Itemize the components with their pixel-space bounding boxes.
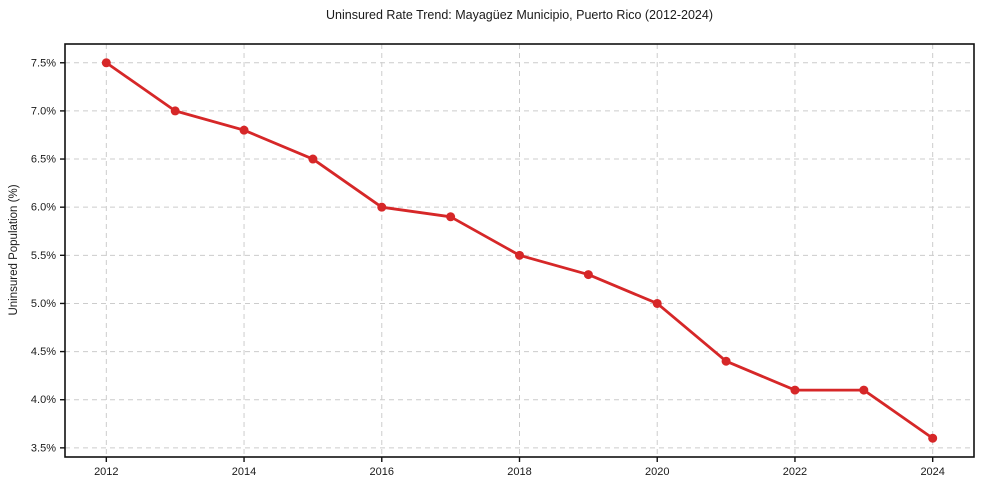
- data-point: [652, 298, 662, 308]
- data-point: [515, 250, 524, 260]
- y-tick-label: 5.5%: [31, 250, 56, 262]
- y-tick-label: 4.5%: [31, 346, 56, 358]
- y-tick-label: 7.5%: [31, 57, 56, 69]
- x-tick-label: 2014: [232, 466, 256, 478]
- y-tick-label: 6.0%: [31, 202, 56, 214]
- data-point: [101, 58, 111, 68]
- data-point: [239, 125, 249, 135]
- y-tick-label: 5.0%: [31, 298, 56, 310]
- y-tick-label: 4.0%: [31, 394, 56, 406]
- chart-title: Uninsured Rate Trend: Mayagüez Municipio…: [325, 8, 713, 22]
- data-point: [583, 270, 593, 280]
- data-point: [377, 202, 387, 212]
- x-tick-label: 2016: [370, 466, 394, 478]
- y-tick-label: 7.0%: [31, 105, 56, 117]
- x-tick-label: 2024: [920, 466, 944, 478]
- x-tick-label: 2022: [783, 466, 807, 478]
- y-tick-label: 3.5%: [31, 442, 56, 454]
- data-point: [928, 433, 938, 443]
- x-tick-label: 2020: [645, 466, 669, 478]
- y-tick-label: 6.5%: [31, 154, 56, 166]
- data-point: [721, 356, 731, 366]
- data-point: [308, 154, 318, 164]
- data-point: [446, 212, 456, 222]
- x-tick-label: 2018: [507, 466, 531, 478]
- x-tick-label: 2012: [94, 466, 118, 478]
- data-point: [170, 106, 180, 116]
- data-point: [859, 385, 869, 395]
- data-point: [790, 385, 800, 395]
